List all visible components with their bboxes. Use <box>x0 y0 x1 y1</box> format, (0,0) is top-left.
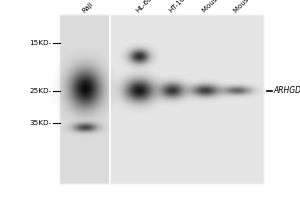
Bar <box>110 16 264 184</box>
Text: 35KD-: 35KD- <box>29 120 52 126</box>
Text: Mouse brain: Mouse brain <box>201 0 236 14</box>
Text: Mouse lung: Mouse lung <box>233 0 266 14</box>
Bar <box>60 16 110 184</box>
Text: HT-1080: HT-1080 <box>168 0 193 14</box>
Text: ARHGDIB: ARHGDIB <box>273 86 300 95</box>
Text: 25KD-: 25KD- <box>29 88 52 94</box>
Text: 15KD-: 15KD- <box>29 40 52 46</box>
Text: HL-60: HL-60 <box>135 0 154 14</box>
Text: Raji: Raji <box>81 1 94 14</box>
